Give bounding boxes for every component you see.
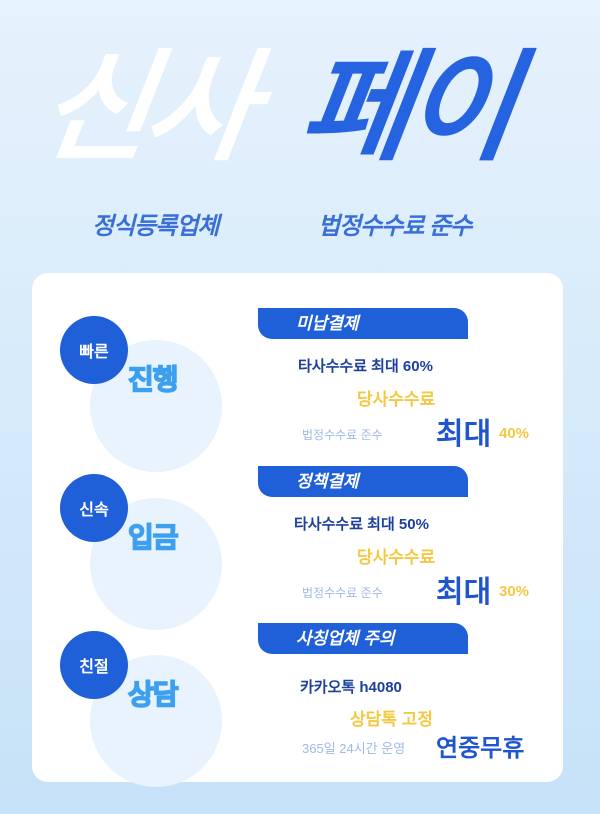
title-blue: 페이 <box>292 41 521 175</box>
info-card: 빠른 진행 미납결제 타사수수료 최대 60% 당사수수료 법정수수료 준수 최… <box>32 273 563 787</box>
section-impersonation: 친절 상담 사칭업체 주의 카카오톡 h4080 상담톡 고정 365일 24시… <box>32 623 563 787</box>
feature-word: 입금 <box>127 521 179 554</box>
section-banner: 정책결제 <box>258 466 468 497</box>
fee-percent: 40% <box>499 425 530 442</box>
max-label: 최대 <box>436 576 492 609</box>
hours-note: 365일 24시간 운영 <box>302 741 406 756</box>
badge: 신속 <box>60 474 128 542</box>
our-fee-label: 당사수수료 <box>357 548 436 567</box>
feature-word: 상담 <box>127 678 179 711</box>
other-fee: 타사수수료 최대 60% <box>298 358 433 375</box>
kakaotalk-id: 카카오톡 h4080 <box>300 679 402 696</box>
title-white: 신사 <box>32 41 261 175</box>
subtitle-registered: 정식등록업체 <box>92 213 219 240</box>
subtitle-legal-fee: 법정수수료 준수 <box>318 213 472 240</box>
feature-word: 진행 <box>127 363 179 396</box>
section-banner: 미납결제 <box>258 308 468 339</box>
badge: 빠른 <box>60 316 128 384</box>
fee-percent: 30% <box>499 583 530 600</box>
our-fee-label: 당사수수료 <box>357 390 436 409</box>
badge: 친절 <box>60 631 128 699</box>
section-unpaid: 빠른 진행 미납결제 타사수수료 최대 60% 당사수수료 법정수수료 준수 최… <box>32 308 563 472</box>
max-label: 최대 <box>436 418 492 451</box>
other-fee: 타사수수료 최대 50% <box>294 516 429 533</box>
legal-note: 법정수수료 준수 <box>302 586 383 600</box>
legal-note: 법정수수료 준수 <box>302 428 383 442</box>
open-all-year: 연중무휴 <box>436 735 525 762</box>
section-policy: 신속 입금 정책결제 타사수수료 최대 50% 당사수수료 법정수수료 준수 최… <box>32 466 563 630</box>
consult-fixed: 상담톡 고정 <box>350 710 433 729</box>
section-banner: 사칭업체 주의 <box>258 623 468 654</box>
